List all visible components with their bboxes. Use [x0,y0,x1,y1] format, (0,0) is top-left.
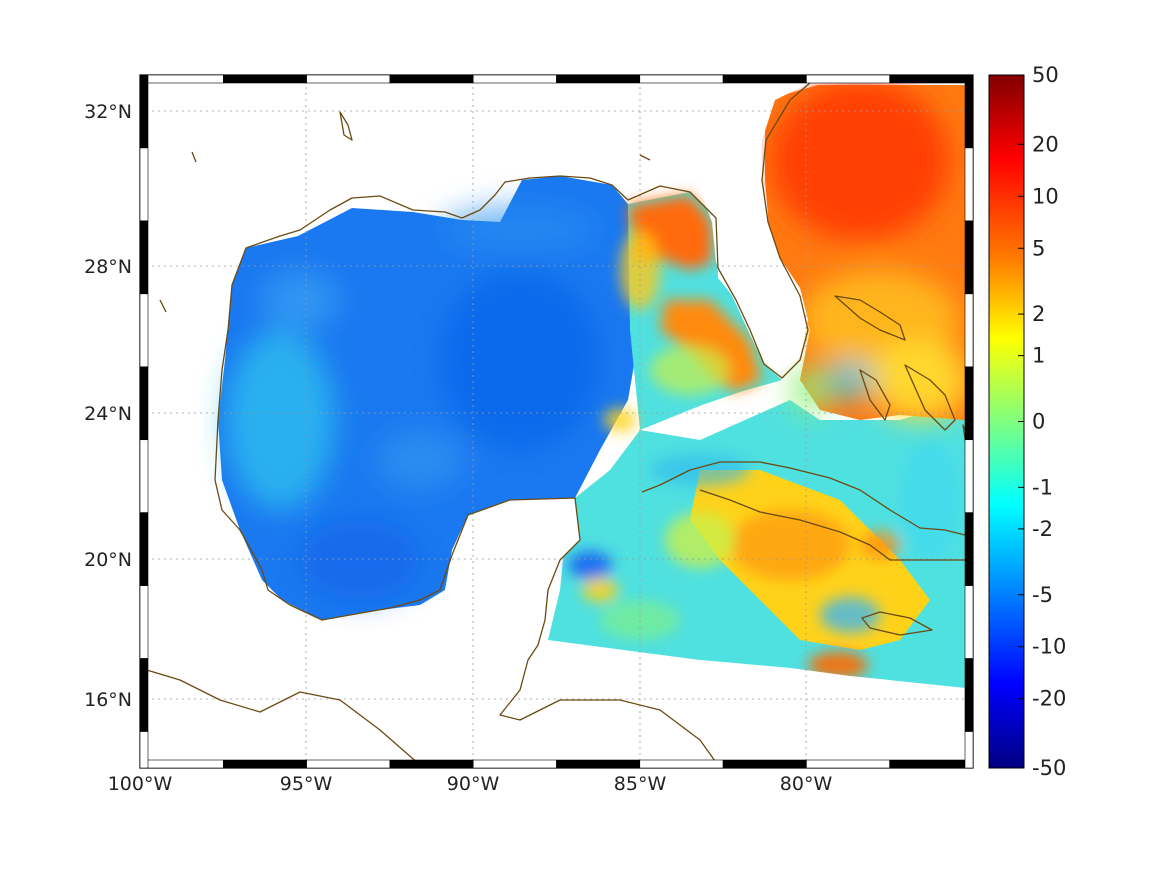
lat-axis-labels: 32°N 28°N 24°N 20°N 16°N [84,101,132,711]
frame-segment [964,366,974,441]
frame-segment [139,293,149,368]
frame-segment [964,147,974,222]
frame-segment [964,512,974,586]
frame-segment [389,759,474,769]
lat-label-32n: 32°N [84,101,132,123]
frame-segment [639,74,724,84]
colorbar-tick-label: 10 [1032,184,1059,208]
frame-segment [139,759,224,769]
lat-label-28n: 28°N [84,256,132,278]
grid-lines [140,75,973,768]
frame-segment [964,658,974,732]
frame-segment [306,74,391,84]
frame-segment [964,585,974,659]
colorbar-tick-label: -10 [1032,635,1066,659]
frame-segment [223,759,307,769]
colorbar-tick-label: 2 [1032,302,1045,326]
frame-segment [139,731,149,769]
frame-segment [389,74,474,84]
colorbar-tick-label: 1 [1032,344,1045,368]
coastline [139,75,971,769]
frame-segment [139,512,149,586]
colorbar-tick-label: 20 [1032,132,1059,156]
colorbar-tick-label: -2 [1032,517,1053,541]
lon-axis-labels: 100°W 95°W 90°W 85°W 80°W [108,773,833,795]
frame-segment [139,220,149,295]
lon-label-90w: 90°W [447,773,500,795]
frame-segment [639,759,724,769]
lon-label-80w: 80°W [780,773,833,795]
frame-segment [139,147,149,222]
frame-segment [139,658,149,732]
frame-segment [964,74,974,149]
frame-segment [889,74,974,84]
frame-segment [964,439,974,513]
lat-label-24n: 24°N [84,403,132,425]
frame-segment [139,74,224,84]
colorbar-tick-label: 0 [1032,410,1045,434]
frame-segment [722,74,807,84]
frame-segment [889,759,974,769]
colorbar-tick-label: 50 [1032,63,1059,87]
lon-label-85w: 85°W [614,773,667,795]
lon-label-100w: 100°W [108,773,173,795]
colorbar-tick-label: 5 [1032,236,1045,260]
colorbar-tick-label: -1 [1032,475,1053,499]
frame-segment [806,74,891,84]
lat-label-16n: 16°N [84,689,132,711]
colorbar-tick-label: -5 [1032,583,1053,607]
colorbar-tick-label: -20 [1032,687,1066,711]
frame-segment [964,731,974,769]
colorbar-tick-label: -50 [1032,756,1066,780]
frame-segment [806,759,891,769]
frame-segment [722,759,807,769]
frame-segment [139,366,149,441]
frame-segment [139,439,149,513]
lon-label-95w: 95°W [280,773,333,795]
frame-segment [139,74,149,149]
frame-segment [556,74,641,84]
frame-segment [306,759,391,769]
data-field [218,80,970,688]
frame-segment [472,759,557,769]
frame-segment [139,585,149,659]
map-frame [139,74,974,769]
frame-segment [472,74,557,84]
lat-label-20n: 20°N [84,549,132,571]
frame-segment [964,220,974,295]
frame-segment [556,759,641,769]
frame-segment [964,293,974,368]
frame-segment [223,74,307,84]
land-mask [140,80,965,768]
